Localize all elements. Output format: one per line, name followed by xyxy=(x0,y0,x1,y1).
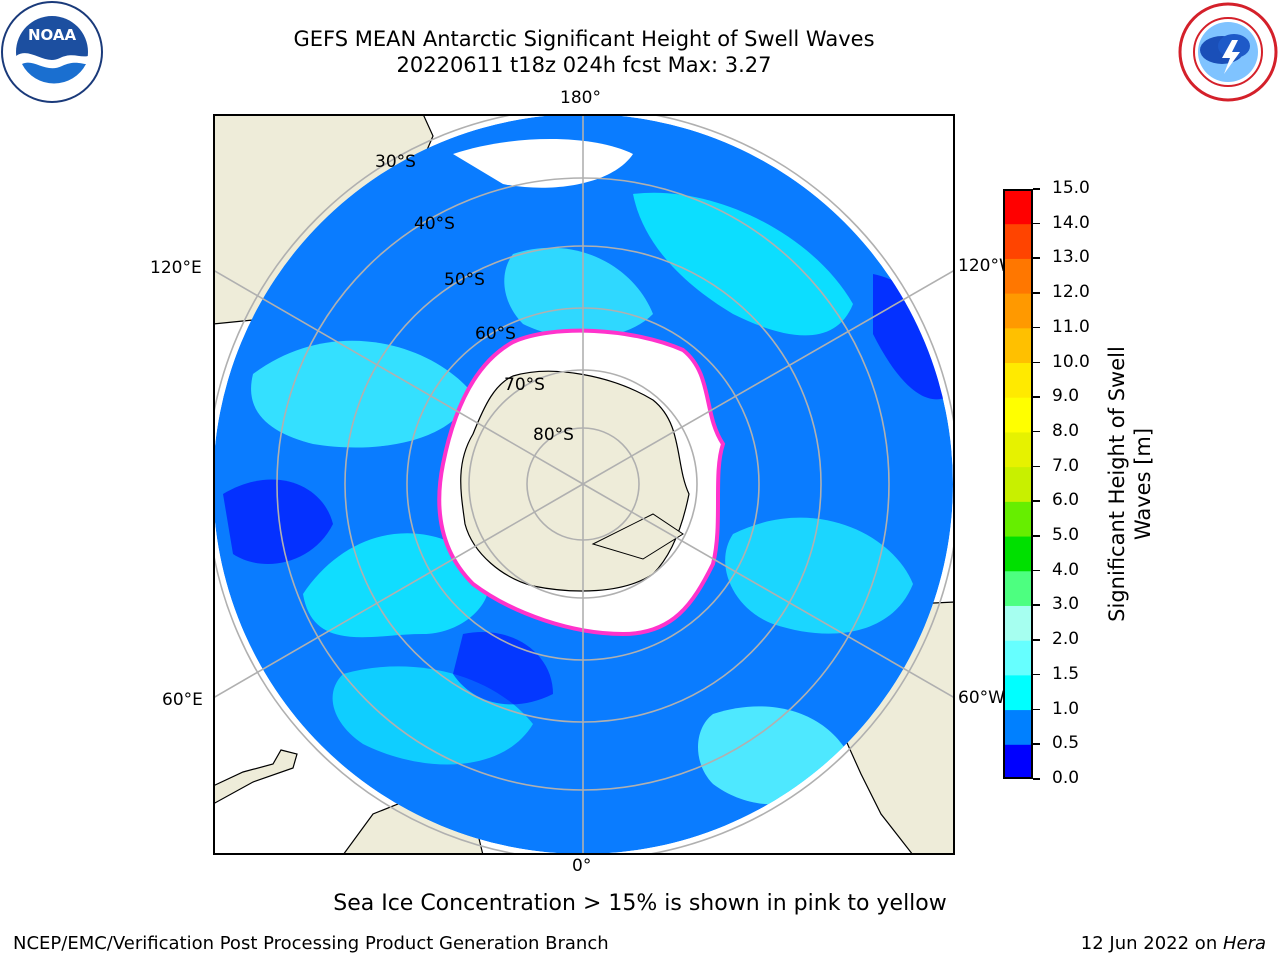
lat-label-30s: 30°S xyxy=(375,152,416,172)
colorbar-tick-mark xyxy=(1033,326,1040,329)
colorbar-tick-label: 12.0 xyxy=(1052,282,1090,303)
footer-date: 12 Jun 2022 on Hera xyxy=(1081,933,1266,954)
lon-label-120e: 120°E xyxy=(150,258,202,278)
colorbar-tick-label: 9.0 xyxy=(1052,386,1080,407)
colorbar-tick-label: 4.0 xyxy=(1052,559,1080,580)
lon-label-60w: 60°W xyxy=(958,688,1005,708)
africa-land xyxy=(213,749,298,805)
colorbar-tick-mark xyxy=(1033,465,1040,468)
colorbar-tick-label: 14.0 xyxy=(1052,212,1090,233)
noaa-logo: NOAA xyxy=(1,1,103,103)
colorbar-tick-mark xyxy=(1033,292,1040,294)
lat-label-60s: 60°S xyxy=(475,324,516,344)
colorbar-tick-mark xyxy=(1033,361,1040,364)
colorbar-tick-mark xyxy=(1033,535,1040,537)
colorbar-tick-label: 0.5 xyxy=(1052,733,1080,754)
lat-label-40s: 40°S xyxy=(414,214,455,234)
colorbar-segment xyxy=(1003,605,1033,641)
colorbar-tick-label: 1.0 xyxy=(1052,698,1080,719)
colorbar-tick-mark xyxy=(1033,257,1040,259)
national-weather-service-logo xyxy=(1178,2,1278,102)
colorbar-segment xyxy=(1003,258,1033,294)
colorbar-segment xyxy=(1003,431,1033,468)
colorbar-segment xyxy=(1003,189,1033,225)
lon-label-60e: 60°E xyxy=(162,690,203,710)
colorbar-segment xyxy=(1003,536,1033,572)
colorbar-segment xyxy=(1003,570,1033,606)
lat-label-50s: 50°S xyxy=(444,270,485,290)
colorbar-segment xyxy=(1003,466,1033,502)
colorbar-tick-label: 6.0 xyxy=(1052,490,1080,511)
antarctica-land xyxy=(460,370,690,592)
colorbar-tick-mark xyxy=(1033,396,1040,398)
lat-label-80s: 80°S xyxy=(533,425,574,445)
colorbar-tick-label: 7.0 xyxy=(1052,455,1080,476)
lon-label-180: 180° xyxy=(560,88,601,108)
colorbar-tick-label: 11.0 xyxy=(1052,316,1090,337)
colorbar-frame xyxy=(1003,189,1033,779)
colorbar-tick-label: 1.5 xyxy=(1052,663,1080,684)
map-subtitle: 20220611 t18z 024h fcst Max: 3.27 xyxy=(396,53,772,77)
colorbar xyxy=(1003,189,1033,779)
colorbar-label: Significant Height of Swell Waves [m] xyxy=(1104,274,1156,694)
map-title: GEFS MEAN Antarctic Significant Height o… xyxy=(293,27,875,51)
colorbar-tick-mark xyxy=(1033,222,1040,225)
footer-branch: NCEP/EMC/Verification Post Processing Pr… xyxy=(13,933,609,954)
colorbar-tick-mark xyxy=(1033,188,1040,190)
colorbar-tick-mark xyxy=(1033,639,1040,641)
colorbar-segment xyxy=(1003,744,1033,779)
lon-label-0: 0° xyxy=(572,856,592,876)
footer-date-text: 12 Jun 2022 on xyxy=(1080,933,1223,954)
sea-ice-caption: Sea Ice Concentration > 15% is shown in … xyxy=(333,891,947,916)
colorbar-tick-mark xyxy=(1033,743,1040,745)
colorbar-tick-label: 15.0 xyxy=(1052,178,1090,198)
colorbar-tick-mark xyxy=(1033,673,1040,676)
graticule xyxy=(213,114,955,855)
colorbar-segment xyxy=(1003,709,1033,745)
lon-label-120w: 120°W xyxy=(958,256,1016,276)
colorbar-segment xyxy=(1003,674,1033,711)
colorbar-tick-mark xyxy=(1033,569,1040,572)
colorbar-segment xyxy=(1003,293,1033,329)
colorbar-label-text: Significant Height of Swell Waves [m] xyxy=(1105,346,1155,622)
svg-text:NOAA: NOAA xyxy=(28,26,77,44)
colorbar-segment xyxy=(1003,223,1033,259)
colorbar-segment xyxy=(1003,397,1033,433)
colorbar-tick-label: 3.0 xyxy=(1052,594,1080,615)
colorbar-tick-label: 2.0 xyxy=(1052,629,1080,650)
lat-label-70s: 70°S xyxy=(504,375,545,395)
colorbar-segment xyxy=(1003,640,1033,676)
colorbar-tick-mark xyxy=(1033,708,1040,711)
colorbar-tick-mark xyxy=(1033,778,1040,780)
colorbar-tick-label: 10.0 xyxy=(1052,351,1090,372)
colorbar-tick-mark xyxy=(1033,500,1040,502)
colorbar-segment xyxy=(1003,362,1033,398)
colorbar-tick-label: 0.0 xyxy=(1052,768,1080,788)
polar-map xyxy=(213,114,955,855)
colorbar-segment xyxy=(1003,501,1033,537)
colorbar-tick-label: 13.0 xyxy=(1052,247,1090,268)
colorbar-tick-label: 8.0 xyxy=(1052,420,1080,441)
colorbar-segment xyxy=(1003,327,1033,364)
colorbar-tick-label: 5.0 xyxy=(1052,525,1080,546)
footer-host: Hera xyxy=(1222,933,1266,954)
colorbar-tick-mark xyxy=(1033,604,1040,606)
colorbar-tick-mark xyxy=(1033,430,1040,433)
